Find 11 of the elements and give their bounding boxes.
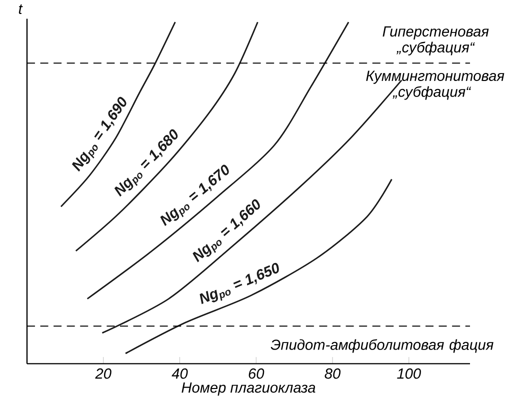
x-axis-title: Номер плагиоклаза (182, 382, 316, 396)
x-tick-label: 80 (324, 368, 341, 379)
annotation: Куммингтонитовая „субфация“ (366, 70, 504, 100)
x-tick-label: 40 (172, 368, 188, 379)
y-axis-title: t (18, 4, 23, 14)
text: Ng$_{po}$ = 1,650 (200, 263, 279, 304)
x-tick-label: 100 (397, 368, 421, 379)
annotation: Эпидот-амфиболитовая фация (270, 339, 494, 353)
annotation: Гиперстеновая „субфация“ (382, 26, 489, 56)
x-tick-label: 60 (248, 368, 264, 379)
x-tick-label: 20 (95, 368, 112, 379)
